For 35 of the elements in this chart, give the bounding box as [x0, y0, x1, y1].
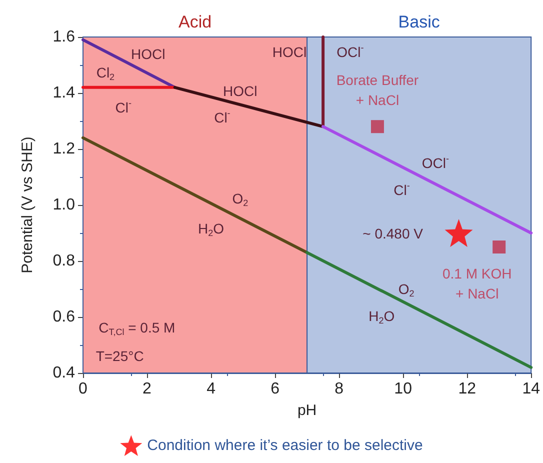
x-tick-label: 6: [270, 380, 280, 398]
point: [370, 120, 384, 134]
x-tick-label: 10: [394, 380, 412, 398]
x-tick-label: 14: [522, 380, 540, 398]
annotation: HOCl: [130, 46, 166, 62]
band-label: Basic: [398, 12, 440, 32]
point: [444, 219, 473, 247]
annotation: T=25°C: [96, 348, 144, 364]
x-axis-title: pH: [297, 402, 317, 419]
x-tick-label: 8: [334, 380, 344, 398]
annotation: Cl-: [394, 180, 410, 198]
x-tick-label: 2: [142, 380, 152, 398]
point: [492, 240, 506, 254]
y-tick-label: 1.6: [52, 28, 76, 46]
annotation: HOCl: [272, 44, 307, 60]
annotation: OCl-: [336, 42, 364, 60]
annotation: Cl-: [214, 108, 230, 126]
x-tick-label: 12: [458, 380, 476, 398]
legend-label: Condition where it’s easier to be selective: [147, 437, 423, 454]
y-tick-label: 0.4: [52, 364, 76, 382]
y-tick-label: 1.4: [52, 84, 76, 102]
y-tick-label: 0.8: [52, 252, 76, 270]
annotation: ~ 0.480 V: [362, 226, 424, 242]
series-label: 0.1 M KOH + NaCl: [442, 266, 512, 302]
y-tick-label: 1.0: [52, 196, 76, 214]
y-tick-label: 1.2: [52, 140, 76, 158]
annotation: HOCl: [223, 82, 258, 99]
annotation: Cl-: [115, 98, 132, 116]
y-tick-label: 0.6: [52, 308, 76, 326]
y-axis-title: Potential (V vs SHE): [19, 136, 36, 274]
band-label: Acid: [178, 12, 212, 32]
x-tick-label: 0: [78, 380, 88, 398]
annotation: OCl-: [422, 154, 450, 171]
x-tick-label: 4: [206, 380, 216, 398]
text: Borate Buffer + NaCl: [336, 72, 419, 108]
